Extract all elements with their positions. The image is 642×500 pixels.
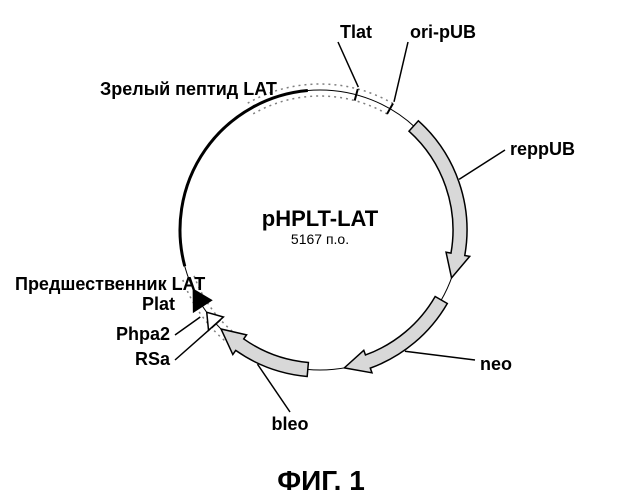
plasmid-size: 5167 п.о.	[291, 231, 349, 247]
plasmid-name: pHPLT-LAT	[262, 206, 379, 231]
segment-label: Зрелый пептид LAT	[100, 79, 277, 99]
tick-label: ori-pUB	[410, 22, 476, 42]
plasmid-map: Tlat ori-pUB Зрелый пептид LAT reppUB neo ble…	[0, 0, 642, 500]
tick-label: Tlat	[340, 22, 372, 42]
segment-label: neo	[480, 354, 512, 374]
segment-label: reppUB	[510, 139, 575, 159]
figure-caption: ФИГ. 1	[277, 465, 365, 496]
ticks	[355, 89, 393, 114]
segment-label: RSa	[135, 349, 171, 369]
segment-label: bleo	[271, 414, 308, 434]
segment-label: Phpa2	[116, 324, 170, 344]
segment-label: Plat	[142, 294, 175, 314]
segment-label: Предшественник LAT	[15, 274, 205, 294]
